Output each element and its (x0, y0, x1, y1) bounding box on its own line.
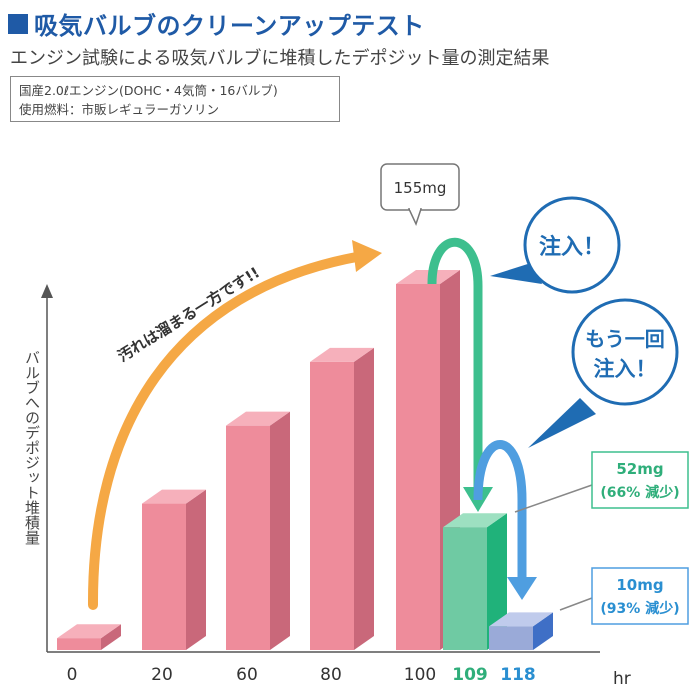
inject-arrow-blue-head-icon (507, 577, 537, 600)
tick-labels: 0 20 60 80 100 109 118 (67, 665, 536, 685)
growth-arrow-head-icon (352, 240, 382, 272)
x-tick-20: 20 (151, 665, 173, 685)
bar-60 (226, 411, 290, 650)
bars-group (57, 270, 553, 650)
spec-box: 国産2.0ℓエンジン(DOHC・4気筒・16バルブ) 使用燃料：市販レギュラーガ… (10, 76, 340, 122)
inject-arrow-blue (473, 440, 527, 580)
bar-80 (310, 347, 374, 650)
inject-bubble (523, 196, 621, 294)
spec-line-2: 使用燃料：市販レギュラーガソリン (19, 102, 220, 117)
peak-callout-pointer (407, 208, 423, 227)
x-tick-0: 0 (67, 665, 78, 685)
result1-leader-line (514, 484, 593, 513)
result2-box (591, 567, 689, 625)
inject-arrow-green (427, 237, 483, 492)
spec-line-1: 国産2.0ℓエンジン(DOHC・4気筒・16バルブ) (19, 83, 278, 98)
y-axis-label: バルブへのデポジット堆積量 (23, 350, 41, 545)
x-tick-80: 80 (320, 665, 342, 685)
title-block: 吸気バルブのクリーンアップテスト (8, 6, 425, 41)
title-square-icon (8, 13, 28, 34)
peak-label: 155mg (394, 179, 447, 197)
page-title: 吸気バルブのクリーンアップテスト (34, 12, 425, 40)
bar-118 (489, 612, 553, 650)
inject2-bubble (571, 298, 679, 406)
inject2-bubble-tail (528, 398, 596, 448)
result2-leader-line (559, 597, 593, 611)
inject2-label-line1: もう一回 (585, 327, 664, 351)
x-tick-100: 100 (404, 665, 436, 685)
bar-0 (57, 624, 121, 650)
y-axis-arrow-icon (41, 284, 53, 298)
inject2-label-line2: 注入！ (594, 357, 657, 381)
result2-note: (93% 減少) (600, 600, 679, 617)
bar-20 (142, 489, 206, 650)
x-tick-60: 60 (236, 665, 258, 685)
result2-value: 10mg (616, 576, 663, 594)
inject-label: 注入！ (539, 234, 605, 260)
result1-value: 52mg (616, 460, 663, 478)
x-tick-109: 109 (452, 665, 488, 685)
inject-bubble-tail (490, 262, 542, 284)
bar-109 (443, 513, 507, 650)
result1-note: (66% 減少) (600, 484, 679, 501)
growth-annotation: 汚れは溜まる一方です!! (115, 263, 263, 365)
result1-box (591, 451, 689, 509)
x-tick-118: 118 (500, 665, 536, 685)
x-axis-label: hr (613, 669, 631, 689)
page-subtitle: エンジン試験による吸気バルブに堆積したデポジット量の測定結果 (10, 48, 550, 69)
growth-arrow (87, 251, 367, 610)
